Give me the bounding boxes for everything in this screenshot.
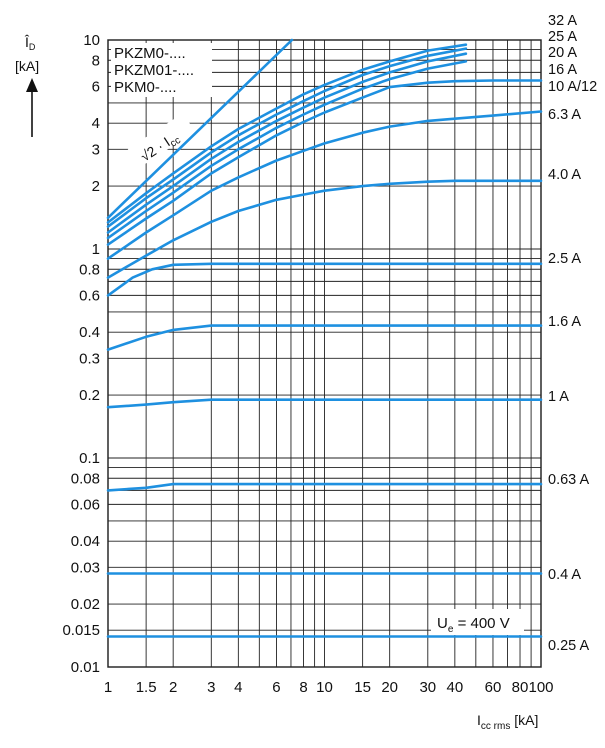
curve-label: 20 A (548, 45, 577, 61)
curve-line (106, 38, 294, 220)
legend-line: PKM0-.... (114, 79, 177, 96)
legend-line: PKZM01-.... (114, 62, 194, 79)
curve-line (106, 482, 543, 492)
y-tick-label: 0.01 (71, 659, 100, 676)
x-tick-label: 60 (485, 679, 502, 696)
curve-label: 1.6 A (548, 314, 581, 330)
y-axis-label: ÎD (24, 34, 36, 52)
y-tick-label: 1 (92, 241, 100, 258)
y-axis-tick-labels: 0.01 0.015 0.02 0.03 0.04 0.06 0.08 0.1 0.2 0.3 0.… (62, 32, 100, 676)
x-axis-tick-labels: 1 1.5 2 3 4 6 8 10 15 20 30 40 60 80 100 (104, 679, 554, 696)
y-axis-arrow-head (26, 78, 38, 92)
voltage-box (431, 609, 524, 635)
curve-line (106, 79, 543, 246)
curve-label: 4.0 A (548, 167, 581, 183)
y-tick-label: 0.03 (71, 559, 100, 576)
x-tick-label: 6 (272, 679, 280, 696)
y-tick-label: 0.4 (79, 324, 100, 341)
x-axis-label: Icc rms [kA] (477, 712, 538, 732)
x-tick-label: 1.5 (136, 679, 157, 696)
curve-line (106, 262, 543, 297)
y-tick-label: 2 (92, 178, 100, 195)
y-tick-label: 0.04 (71, 533, 100, 550)
y-tick-label: 8 (92, 52, 100, 69)
legend-box (111, 43, 212, 97)
x-tick-label: 100 (528, 679, 553, 696)
y-tick-label: 0.06 (71, 496, 100, 513)
y-tick-label: 0.015 (62, 622, 100, 639)
curve-labels: 32 A25 A20 A16 A10 A/12 6.3 A 4.0 A 2.5 A 1.… (548, 13, 597, 654)
y-tick-label: 0.08 (71, 470, 100, 487)
x-tick-label: 20 (381, 679, 398, 696)
curve-line (106, 47, 468, 228)
curve-label: 32 A (548, 13, 577, 29)
y-tick-label: 0.02 (71, 596, 100, 613)
curve-label: 0.4 A (548, 567, 581, 583)
sqrt-annotation-background (127, 113, 196, 168)
curve-line (106, 324, 543, 351)
voltage-label: Ue = 400 V (437, 615, 510, 635)
curve-line (106, 110, 543, 260)
curve-label: 2.5 A (548, 251, 581, 267)
x-tick-label: 15 (354, 679, 371, 696)
curve-label: 1 A (548, 389, 569, 405)
x-tick-label: 80 (512, 679, 529, 696)
curve-line (106, 60, 468, 240)
x-tick-label: 10 (316, 679, 333, 696)
x-tick-label: 30 (419, 679, 436, 696)
legend-line: PKZM0-.... (114, 45, 186, 62)
curve-label: 6.3 A (548, 107, 581, 123)
curve-line (106, 43, 468, 224)
x-tick-label: 40 (447, 679, 464, 696)
x-tick-label: 3 (207, 679, 215, 696)
y-tick-label: 0.3 (79, 350, 100, 367)
y-tick-label: 0.1 (79, 450, 100, 467)
y-tick-label: 6 (92, 78, 100, 95)
curve-label: 16 A (548, 62, 577, 78)
curve-line (106, 52, 468, 234)
curve-line (106, 398, 543, 409)
y-axis-unit: [kA] (15, 58, 39, 74)
y-tick-label: 3 (92, 141, 100, 158)
y-tick-label: 10 (83, 32, 100, 49)
x-tick-label: 1 (104, 679, 112, 696)
curve-label: 0.25 A (548, 638, 589, 654)
curve-label: 10 A/12 (548, 79, 597, 95)
curve-label: 0.63 A (548, 472, 589, 488)
curves (106, 38, 543, 638)
y-tick-label: 0.8 (79, 261, 100, 278)
x-tick-label: 2 (169, 679, 177, 696)
y-tick-label: 4 (92, 115, 100, 132)
y-tick-label: 0.2 (79, 387, 100, 404)
curve-line (106, 179, 543, 279)
x-tick-label: 8 (299, 679, 307, 696)
y-tick-label: 0.6 (79, 287, 100, 304)
x-tick-label: 4 (234, 679, 242, 696)
curve-label: 25 A (548, 29, 577, 45)
